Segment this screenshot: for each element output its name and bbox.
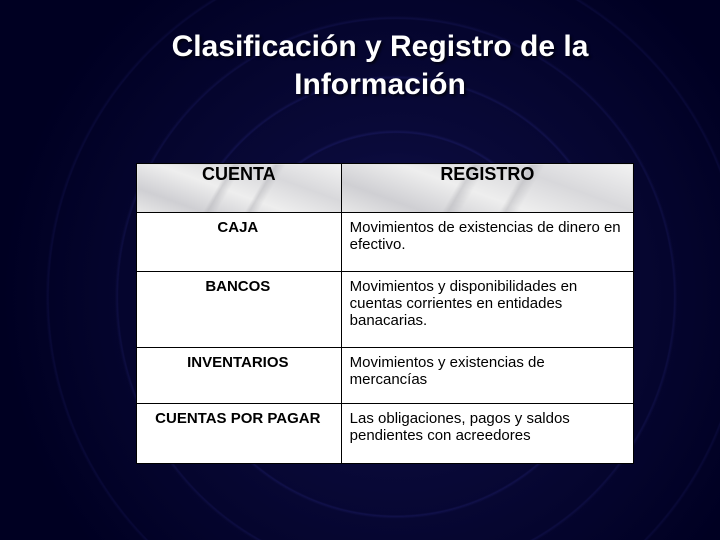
table-row: BANCOS Movimientos y disponibilidades en…: [137, 272, 634, 348]
table-row: CUENTAS POR PAGAR Las obligaciones, pago…: [137, 404, 634, 464]
slide-title: Clasificación y Registro de la Informaci…: [0, 0, 720, 103]
cell-account: CUENTAS POR PAGAR: [137, 404, 342, 464]
table-row: CAJA Movimientos de existencias de diner…: [137, 213, 634, 272]
cell-registro: Las obligaciones, pagos y saldos pendien…: [341, 404, 633, 464]
cell-registro: Movimientos de existencias de dinero en …: [341, 213, 633, 272]
cell-account: INVENTARIOS: [137, 348, 342, 404]
cell-registro: Movimientos y existencias de mercancías: [341, 348, 633, 404]
cell-registro: Movimientos y disponibilidades en cuenta…: [341, 272, 633, 348]
cell-account: BANCOS: [137, 272, 342, 348]
table-header-row: CUENTA REGISTRO: [137, 164, 634, 213]
header-cuenta: CUENTA: [137, 164, 342, 213]
header-registro: REGISTRO: [341, 164, 633, 213]
cell-account: CAJA: [137, 213, 342, 272]
accounts-table: CUENTA REGISTRO CAJA Movimientos de exis…: [136, 163, 634, 464]
table-row: INVENTARIOS Movimientos y existencias de…: [137, 348, 634, 404]
